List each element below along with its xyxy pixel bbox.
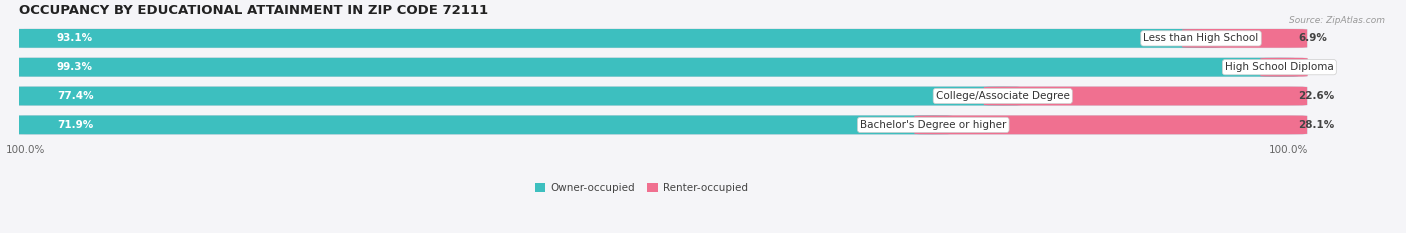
FancyBboxPatch shape — [6, 116, 952, 134]
Text: College/Associate Degree: College/Associate Degree — [936, 91, 1070, 101]
Text: 99.3%: 99.3% — [56, 62, 93, 72]
Text: Less than High School: Less than High School — [1143, 33, 1258, 43]
FancyBboxPatch shape — [6, 116, 1308, 134]
Text: High School Diploma: High School Diploma — [1225, 62, 1334, 72]
FancyBboxPatch shape — [6, 87, 1308, 105]
FancyBboxPatch shape — [6, 29, 1308, 48]
FancyBboxPatch shape — [984, 87, 1308, 105]
Text: Bachelor's Degree or higher: Bachelor's Degree or higher — [860, 120, 1007, 130]
FancyBboxPatch shape — [6, 29, 1220, 48]
Text: 71.9%: 71.9% — [56, 120, 93, 130]
Text: 93.1%: 93.1% — [56, 33, 93, 43]
Text: 77.4%: 77.4% — [56, 91, 93, 101]
FancyBboxPatch shape — [6, 58, 1298, 77]
Text: 22.6%: 22.6% — [1298, 91, 1334, 101]
Text: 0.74%: 0.74% — [1299, 62, 1336, 72]
FancyBboxPatch shape — [914, 116, 1308, 134]
Legend: Owner-occupied, Renter-occupied: Owner-occupied, Renter-occupied — [530, 179, 752, 197]
Text: 28.1%: 28.1% — [1298, 120, 1334, 130]
Text: OCCUPANCY BY EDUCATIONAL ATTAINMENT IN ZIP CODE 72111: OCCUPANCY BY EDUCATIONAL ATTAINMENT IN Z… — [18, 4, 488, 17]
Text: Source: ZipAtlas.com: Source: ZipAtlas.com — [1289, 16, 1385, 25]
FancyBboxPatch shape — [1182, 29, 1308, 48]
Text: 6.9%: 6.9% — [1298, 33, 1327, 43]
FancyBboxPatch shape — [1260, 58, 1308, 77]
FancyBboxPatch shape — [6, 58, 1308, 77]
FancyBboxPatch shape — [6, 87, 1022, 105]
